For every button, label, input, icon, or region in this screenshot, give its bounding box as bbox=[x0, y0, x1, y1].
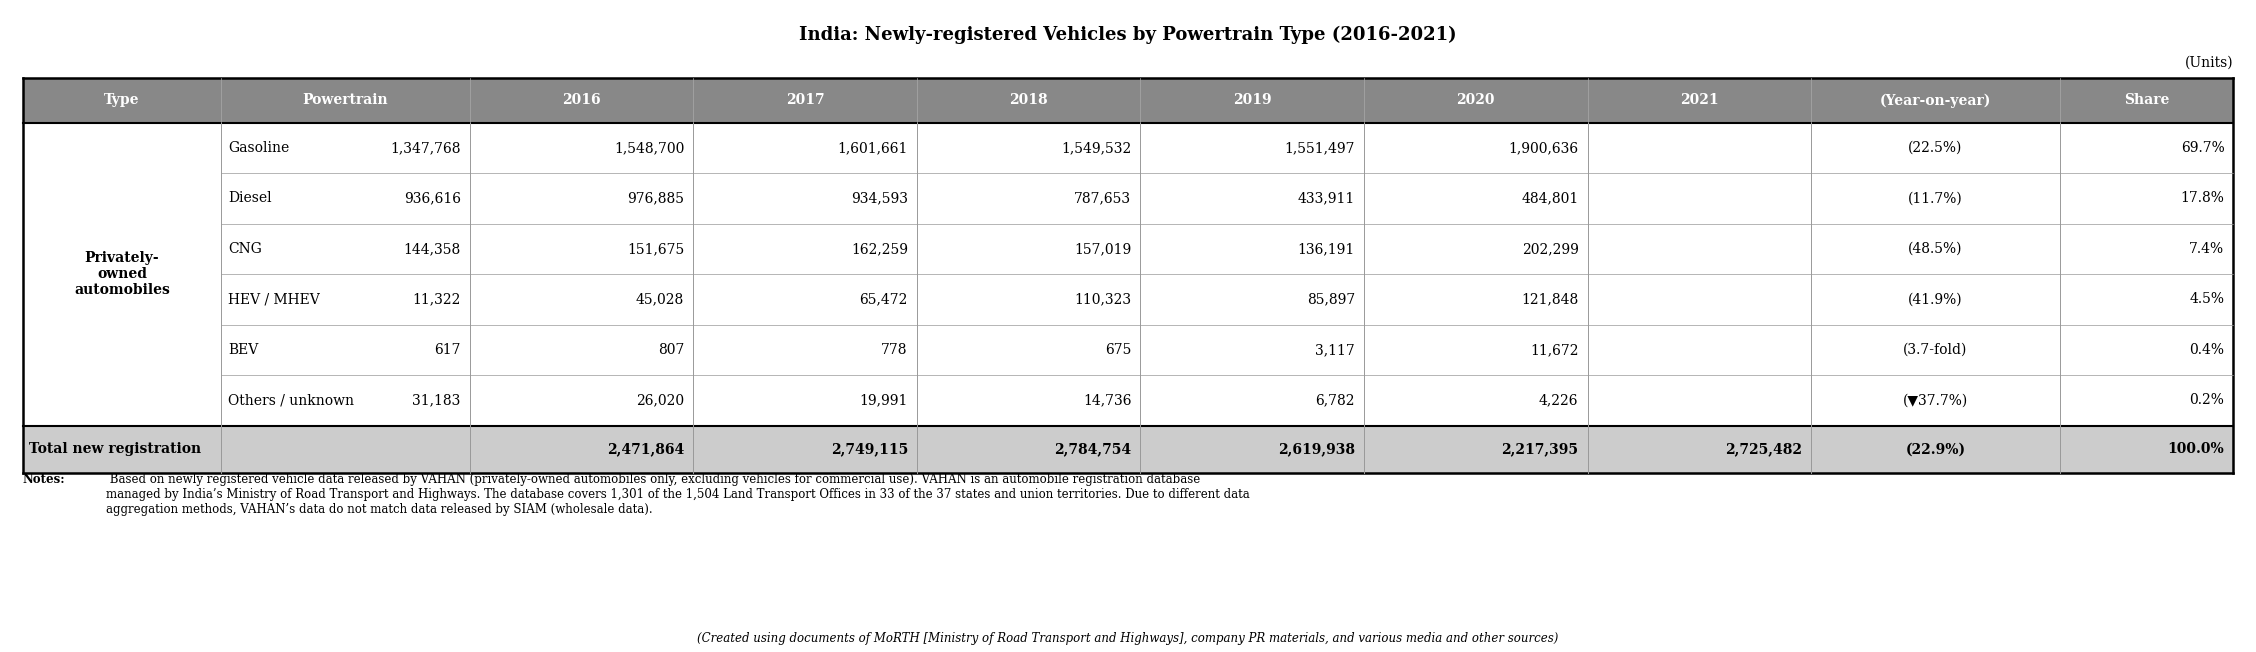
Text: 976,885: 976,885 bbox=[627, 192, 684, 205]
Text: Share: Share bbox=[2123, 93, 2170, 108]
Text: (3.7-fold): (3.7-fold) bbox=[1904, 343, 1967, 357]
Text: 1,548,700: 1,548,700 bbox=[614, 141, 684, 155]
Bar bbox=[221, 325, 2233, 376]
Text: 2018: 2018 bbox=[1008, 93, 1049, 108]
Text: 144,358: 144,358 bbox=[404, 242, 460, 256]
Text: 2021: 2021 bbox=[1681, 93, 1719, 108]
Bar bbox=[23, 123, 221, 426]
Text: Others / unknown: Others / unknown bbox=[228, 394, 354, 408]
Text: Gasoline: Gasoline bbox=[228, 141, 289, 155]
Text: 934,593: 934,593 bbox=[851, 192, 907, 205]
Text: (▼37.7%): (▼37.7%) bbox=[1902, 394, 1967, 408]
Text: 110,323: 110,323 bbox=[1074, 293, 1133, 306]
Text: Notes:: Notes: bbox=[23, 473, 65, 486]
Bar bbox=[221, 173, 2233, 224]
Text: Powertrain: Powertrain bbox=[302, 93, 388, 108]
Text: 2016: 2016 bbox=[562, 93, 600, 108]
Text: 1,601,661: 1,601,661 bbox=[837, 141, 907, 155]
Bar bbox=[221, 376, 2233, 426]
Text: 936,616: 936,616 bbox=[404, 192, 460, 205]
Text: 1,551,497: 1,551,497 bbox=[1284, 141, 1356, 155]
Text: (Year-on-year): (Year-on-year) bbox=[1879, 93, 1992, 108]
Text: 136,191: 136,191 bbox=[1297, 242, 1356, 256]
Text: 45,028: 45,028 bbox=[636, 293, 684, 306]
Text: 157,019: 157,019 bbox=[1074, 242, 1133, 256]
Text: 1,549,532: 1,549,532 bbox=[1060, 141, 1133, 155]
Text: (22.9%): (22.9%) bbox=[1906, 442, 1965, 456]
Bar bbox=[23, 78, 2233, 123]
Text: (22.5%): (22.5%) bbox=[1909, 141, 1963, 155]
Text: 2,749,115: 2,749,115 bbox=[830, 442, 907, 456]
Bar bbox=[221, 123, 2233, 173]
Text: 2019: 2019 bbox=[1232, 93, 1272, 108]
Text: 202,299: 202,299 bbox=[1521, 242, 1579, 256]
Text: Total new registration: Total new registration bbox=[29, 442, 201, 456]
Text: 617: 617 bbox=[433, 343, 460, 357]
Text: (11.7%): (11.7%) bbox=[1909, 192, 1963, 205]
Text: Based on newly registered vehicle data released by VAHAN (privately-owned automo: Based on newly registered vehicle data r… bbox=[106, 473, 1250, 516]
Text: 14,736: 14,736 bbox=[1083, 394, 1133, 408]
Text: (Units): (Units) bbox=[2184, 55, 2233, 69]
Text: Privately-
owned
automobiles: Privately- owned automobiles bbox=[74, 251, 169, 297]
Text: 11,322: 11,322 bbox=[413, 293, 460, 306]
Text: 2,725,482: 2,725,482 bbox=[1726, 442, 1803, 456]
Text: 4,226: 4,226 bbox=[1539, 394, 1579, 408]
Text: 484,801: 484,801 bbox=[1521, 192, 1579, 205]
Text: HEV / MHEV: HEV / MHEV bbox=[228, 293, 320, 306]
Text: (Created using documents of MoRTH [Ministry of Road Transport and Highways], com: (Created using documents of MoRTH [Minis… bbox=[697, 632, 1559, 645]
Text: 2017: 2017 bbox=[785, 93, 823, 108]
Text: India: Newly-registered Vehicles by Powertrain Type (2016-2021): India: Newly-registered Vehicles by Powe… bbox=[799, 26, 1457, 44]
Text: 3,117: 3,117 bbox=[1315, 343, 1356, 357]
Text: 2020: 2020 bbox=[1457, 93, 1496, 108]
Text: 69.7%: 69.7% bbox=[2182, 141, 2224, 155]
Text: (41.9%): (41.9%) bbox=[1909, 293, 1963, 306]
Text: 675: 675 bbox=[1105, 343, 1133, 357]
Text: BEV: BEV bbox=[228, 343, 257, 357]
Text: 7.4%: 7.4% bbox=[2188, 242, 2224, 256]
Text: 11,672: 11,672 bbox=[1530, 343, 1579, 357]
Text: 2,619,938: 2,619,938 bbox=[1277, 442, 1356, 456]
Text: Diesel: Diesel bbox=[228, 192, 271, 205]
Bar bbox=[23, 426, 2233, 473]
Text: 121,848: 121,848 bbox=[1521, 293, 1579, 306]
Text: 151,675: 151,675 bbox=[627, 242, 684, 256]
Text: 65,472: 65,472 bbox=[860, 293, 907, 306]
Text: 2,784,754: 2,784,754 bbox=[1054, 442, 1133, 456]
Text: 787,653: 787,653 bbox=[1074, 192, 1133, 205]
Text: 807: 807 bbox=[659, 343, 684, 357]
Text: 100.0%: 100.0% bbox=[2168, 442, 2224, 456]
Text: CNG: CNG bbox=[228, 242, 262, 256]
Text: 778: 778 bbox=[882, 343, 907, 357]
Text: 2,217,395: 2,217,395 bbox=[1502, 442, 1579, 456]
Text: 1,347,768: 1,347,768 bbox=[390, 141, 460, 155]
Text: 6,782: 6,782 bbox=[1315, 394, 1356, 408]
Text: 433,911: 433,911 bbox=[1297, 192, 1356, 205]
Text: 31,183: 31,183 bbox=[413, 394, 460, 408]
Text: Type: Type bbox=[104, 93, 140, 108]
Bar bbox=[221, 274, 2233, 325]
Text: 0.4%: 0.4% bbox=[2188, 343, 2224, 357]
Text: 1,900,636: 1,900,636 bbox=[1509, 141, 1579, 155]
Text: 4.5%: 4.5% bbox=[2188, 293, 2224, 306]
Bar bbox=[221, 224, 2233, 274]
Text: 162,259: 162,259 bbox=[851, 242, 907, 256]
Text: (48.5%): (48.5%) bbox=[1909, 242, 1963, 256]
Text: 0.2%: 0.2% bbox=[2191, 394, 2224, 408]
Text: 17.8%: 17.8% bbox=[2182, 192, 2224, 205]
Text: 85,897: 85,897 bbox=[1306, 293, 1356, 306]
Text: 26,020: 26,020 bbox=[636, 394, 684, 408]
Text: 2,471,864: 2,471,864 bbox=[607, 442, 684, 456]
Text: 19,991: 19,991 bbox=[860, 394, 907, 408]
